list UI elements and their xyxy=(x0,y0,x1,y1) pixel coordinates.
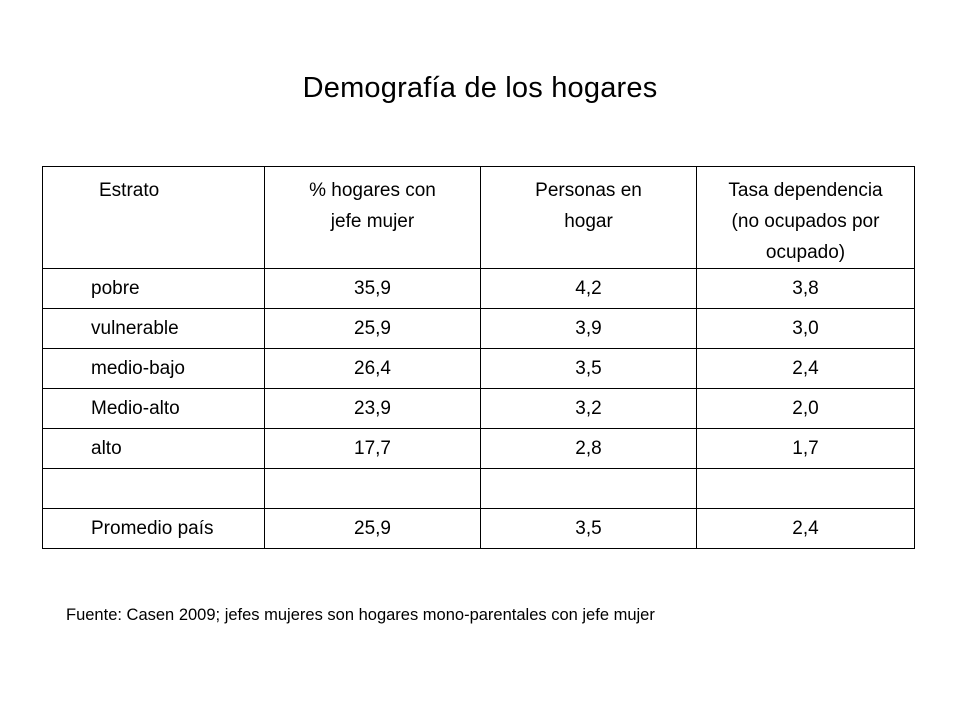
cell-tasa: 2,4 xyxy=(696,508,915,549)
cell-personas xyxy=(480,468,697,509)
cell-tasa: 2,0 xyxy=(696,388,915,429)
table-row-empty xyxy=(42,468,915,509)
cell-personas: 3,9 xyxy=(480,308,697,349)
cell-tasa xyxy=(696,468,915,509)
cell-estrato: medio-bajo xyxy=(42,348,265,389)
cell-personas: 3,5 xyxy=(480,508,697,549)
cell-jefe-mujer: 26,4 xyxy=(264,348,481,389)
cell-jefe-mujer: 17,7 xyxy=(264,428,481,469)
header-line: (no ocupados por xyxy=(731,211,880,232)
cell-personas: 3,2 xyxy=(480,388,697,429)
cell-estrato: Promedio país xyxy=(42,508,265,549)
page-title: Demografía de los hogares xyxy=(302,72,658,104)
header-line: Personas en xyxy=(535,180,642,201)
header-line: ocupado) xyxy=(765,242,846,263)
cell-tasa: 3,8 xyxy=(696,268,915,309)
table-header-row: Estrato % hogares con jefe mujer Persona… xyxy=(42,166,915,269)
header-line: Estrato xyxy=(99,180,160,201)
header-line: Tasa dependencia xyxy=(728,180,883,201)
table-row: Medio-alto 23,9 3,2 2,0 xyxy=(42,388,915,429)
table-row: pobre 35,9 4,2 3,8 xyxy=(42,268,915,309)
cell-jefe-mujer xyxy=(264,468,481,509)
cell-personas: 3,5 xyxy=(480,348,697,389)
header-personas-hogar: Personas en hogar xyxy=(480,166,697,269)
header-line: jefe mujer xyxy=(330,211,415,232)
header-estrato: Estrato xyxy=(42,166,265,269)
cell-estrato: vulnerable xyxy=(42,308,265,349)
header-line: % hogares con xyxy=(309,180,436,201)
source-footnote: Fuente: Casen 2009; jefes mujeres son ho… xyxy=(66,606,655,624)
cell-personas: 4,2 xyxy=(480,268,697,309)
cell-jefe-mujer: 23,9 xyxy=(264,388,481,429)
cell-estrato: alto xyxy=(42,428,265,469)
cell-jefe-mujer: 35,9 xyxy=(264,268,481,309)
cell-tasa: 1,7 xyxy=(696,428,915,469)
cell-jefe-mujer: 25,9 xyxy=(264,508,481,549)
table-row-average: Promedio país 25,9 3,5 2,4 xyxy=(42,508,915,549)
cell-estrato xyxy=(42,468,265,509)
cell-jefe-mujer: 25,9 xyxy=(264,308,481,349)
header-jefe-mujer: % hogares con jefe mujer xyxy=(264,166,481,269)
cell-estrato: Medio-alto xyxy=(42,388,265,429)
cell-tasa: 2,4 xyxy=(696,348,915,389)
households-table: Estrato % hogares con jefe mujer Persona… xyxy=(42,166,915,549)
cell-estrato: pobre xyxy=(42,268,265,309)
cell-personas: 2,8 xyxy=(480,428,697,469)
cell-tasa: 3,0 xyxy=(696,308,915,349)
header-tasa-dependencia: Tasa dependencia (no ocupados por ocupad… xyxy=(696,166,915,269)
header-line: hogar xyxy=(564,211,613,232)
table-row: alto 17,7 2,8 1,7 xyxy=(42,428,915,469)
table-row: vulnerable 25,9 3,9 3,0 xyxy=(42,308,915,349)
table-row: medio-bajo 26,4 3,5 2,4 xyxy=(42,348,915,389)
